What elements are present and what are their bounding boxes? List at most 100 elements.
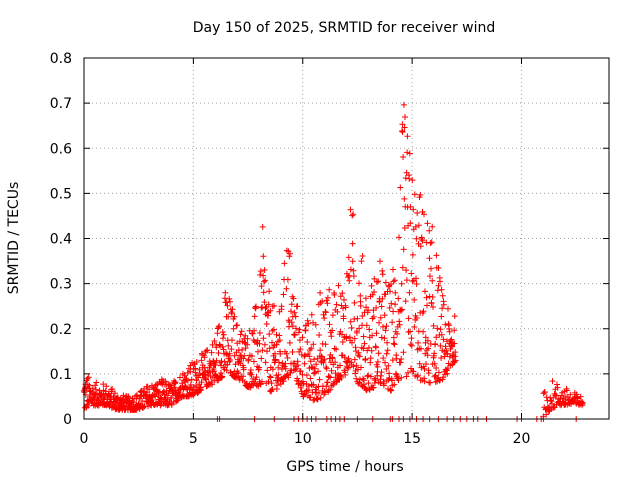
data-point [354,366,361,373]
data-point [406,175,413,182]
data-point [347,318,354,325]
data-point [294,303,301,310]
data-point [286,339,293,346]
data-point [215,350,222,356]
data-point [277,381,284,388]
y-tick-label: 0.8 [50,51,72,67]
data-point [433,365,440,371]
data-point [369,291,376,298]
data-point [259,378,265,385]
data-point [411,324,418,330]
data-point [310,341,317,348]
data-point [438,286,445,293]
data-point [157,402,164,409]
data-point [407,220,414,227]
data-point [370,384,377,391]
data-point [388,300,395,307]
data-point [541,389,548,396]
data-point [213,344,220,351]
data-point [248,371,255,378]
data-point [257,271,264,278]
data-point [418,345,424,352]
x-tick-label: 10 [294,431,312,447]
data-point [257,268,264,275]
data-point [308,311,315,318]
data-point [407,341,414,348]
data-point [423,239,430,246]
data-point [398,356,405,362]
data-point [424,220,431,227]
data-point [262,305,269,312]
data-point [365,307,372,314]
data-point [216,341,223,348]
data-point [272,350,278,357]
data-point [396,321,403,328]
data-point [269,366,276,373]
data-point [359,313,366,319]
data-point [222,289,229,296]
data-point [399,121,406,128]
data-point [192,382,199,389]
data-point [440,336,447,343]
data-point [324,379,331,386]
data-point [303,372,310,379]
data-point [424,302,430,309]
data-point [192,365,199,372]
data-point [261,267,268,273]
data-point [400,246,407,253]
data-point [444,350,451,357]
data-point [294,362,301,369]
data-point [382,359,388,366]
data-point [429,277,436,284]
data-point [103,383,110,390]
data-point [181,372,188,379]
data-point [341,354,348,361]
data-point [390,278,397,285]
data-point [398,374,405,381]
data-point [403,267,410,274]
data-point [540,390,547,397]
data-point [266,345,273,352]
data-point [293,365,300,372]
data-point [93,379,100,386]
data-point [372,377,379,384]
data-point [574,394,580,401]
data-point [351,299,358,306]
data-point [262,359,269,366]
data-point [260,253,267,260]
data-point [289,323,296,330]
data-point [405,315,412,322]
data-point [415,339,422,346]
data-point [335,282,342,289]
data-point [288,319,295,326]
data-point [380,323,386,330]
data-point [265,301,272,308]
data-point [229,306,236,313]
data-point [403,277,410,284]
data-point [226,295,233,302]
data-point [219,373,226,380]
data-point [368,282,375,289]
data-point [342,304,349,311]
data-point [370,313,377,320]
data-point [417,243,424,250]
data-point [252,304,259,311]
data-point [384,339,391,346]
data-point [307,358,314,365]
data-point [378,303,385,310]
data-point [426,255,433,262]
data-point [378,334,385,341]
data-point [260,335,267,342]
data-point [406,150,413,157]
data-point [391,381,398,388]
data-point [398,307,404,314]
data-point [259,223,266,230]
data-point [305,320,312,327]
data-point [365,380,372,387]
data-point [402,298,409,305]
data-point [241,352,248,359]
axes: 0 0.1 0.2 0.3 0.4 0.5 0.6 0.7 0.8 0 5 10 15 20 [50,51,609,447]
data-point [350,273,357,280]
data-point [266,331,273,338]
data-point [329,312,336,319]
